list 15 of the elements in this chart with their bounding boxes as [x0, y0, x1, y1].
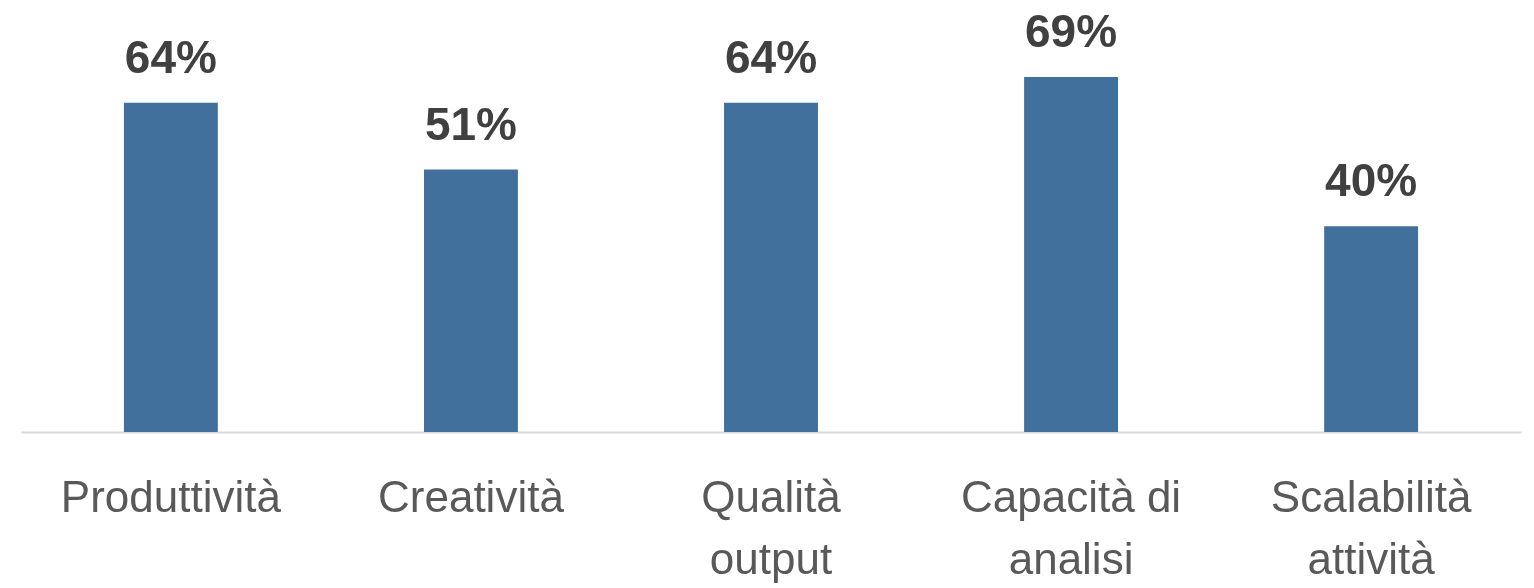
data-label: 64%: [724, 30, 818, 83]
x-tick-label: Scalabilità attività: [1270, 471, 1472, 583]
x-tick-label: Qualità output: [701, 471, 842, 583]
data-label: 69%: [1025, 5, 1118, 57]
data-label: 64%: [124, 30, 217, 83]
x-tick-label: Capacità di analisi: [960, 471, 1182, 583]
data-label: 51%: [424, 97, 517, 150]
bar: [724, 102, 818, 432]
x-tick-label: Creatività: [378, 471, 565, 521]
x-tick-label: Produttività: [60, 471, 282, 521]
bar: [1324, 226, 1419, 432]
bar: [423, 169, 518, 432]
data-label: 40%: [1325, 154, 1418, 207]
bar: [1024, 77, 1119, 432]
bar: [123, 102, 218, 432]
